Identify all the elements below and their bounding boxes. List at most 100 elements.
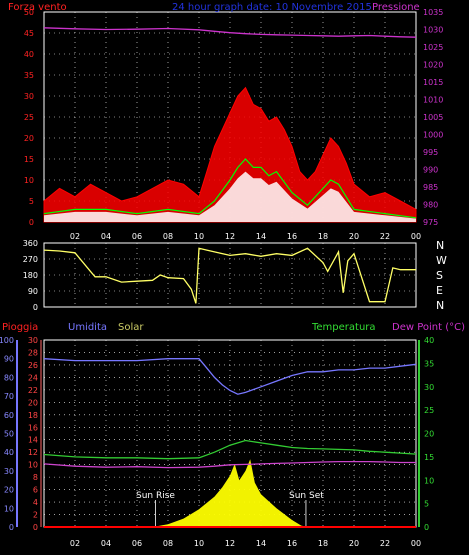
wind-dir-n-bottom: N: [436, 299, 445, 312]
wind-pressure-panel: 0510152025303540455097598098599099510001…: [24, 8, 444, 241]
sunset-annotation: Sun Set: [289, 491, 324, 501]
humidity-y-tick-label: 10: [4, 504, 14, 513]
rain-y-tick-label: 6: [33, 486, 38, 495]
pressure-y-tick-label: 1035: [423, 8, 443, 17]
temperature-x-tick-label: 00: [411, 539, 421, 548]
temperature-x-tick-label: 04: [101, 539, 111, 548]
wind-x-tick-label: 06: [132, 232, 142, 241]
temperature-y-tick-label: 30: [424, 383, 434, 392]
pressure-y-tick-label: 1000: [423, 131, 443, 140]
temperature-y-tick-label: 0: [424, 523, 429, 532]
humidity-y-tick-label: 0: [9, 523, 14, 532]
temperature-y-tick-label: 20: [424, 430, 434, 439]
direction-y-tick-label: 270: [23, 255, 38, 264]
wind-y-tick-label: 20: [24, 134, 34, 143]
rain-y-tick-label: 8: [33, 473, 38, 482]
rain-y-tick-label: 14: [28, 436, 38, 445]
wind-base-area: [44, 171, 416, 222]
temperature-y-tick-label: 10: [424, 476, 434, 485]
temperature-x-tick-label: 02: [70, 539, 80, 548]
wind-x-tick-label: 00: [411, 232, 421, 241]
temperature-x-tick-label: 20: [349, 539, 359, 548]
temperature-y-tick-label: 25: [424, 406, 434, 415]
wind-x-tick-label: 08: [163, 232, 173, 241]
wind-x-tick-label: 16: [287, 232, 297, 241]
wind-y-tick-label: 10: [24, 176, 34, 185]
temperature-y-tick-label: 35: [424, 359, 434, 368]
wind-direction-trace: [43, 247, 416, 304]
direction-y-tick-label: 90: [28, 287, 38, 296]
humidity-y-tick-label: 40: [4, 448, 14, 457]
temperature-x-tick-label: 10: [194, 539, 204, 548]
humidity-y-tick-label: 20: [4, 486, 14, 495]
humidity-line: [43, 358, 417, 395]
pressure-y-tick-label: 1015: [423, 78, 443, 87]
direction-y-tick-label: 360: [23, 239, 38, 248]
wind-y-tick-label: 15: [24, 155, 34, 164]
pressure-y-tick-label: 1025: [423, 43, 443, 52]
temperature-x-tick-label: 16: [287, 539, 297, 548]
wind-x-tick-label: 14: [256, 232, 266, 241]
rain-y-tick-label: 0: [33, 523, 38, 532]
humidity-y-tick-label: 30: [4, 467, 14, 476]
humidity-y-tick-label: 80: [4, 373, 14, 382]
temperature-y-tick-label: 15: [424, 453, 434, 462]
rain-y-tick-label: 2: [33, 511, 38, 520]
rain-y-tick-label: 4: [33, 498, 38, 507]
wind-dir-w: W: [436, 254, 447, 267]
pressure-y-tick-label: 990: [423, 166, 438, 175]
humidity-label: Umidita: [68, 322, 108, 333]
wind-dir-n-top: N: [436, 239, 445, 252]
sunrise-annotation: Sun Rise: [136, 491, 175, 501]
rain-y-tick-label: 12: [28, 448, 38, 457]
wind-x-tick-label: 22: [380, 232, 390, 241]
pressure-y-tick-label: 1030: [423, 26, 443, 35]
temperature-x-tick-label: 06: [132, 539, 142, 548]
humidity-y-tick-label: 70: [4, 392, 14, 401]
humidity-y-tick-label: 90: [4, 355, 14, 364]
wind-x-tick-label: 12: [225, 232, 235, 241]
pressure-y-tick-label: 995: [423, 148, 438, 157]
humidity-y-tick-label: 100: [0, 336, 14, 345]
pressure-y-tick-label: 975: [423, 218, 438, 227]
wind-y-tick-label: 35: [24, 71, 34, 80]
wind-x-tick-label: 18: [318, 232, 328, 241]
rain-label: Pioggia: [2, 322, 39, 333]
humidity-y-tick-label: 50: [4, 430, 14, 439]
pressure-y-tick-label: 1020: [423, 61, 443, 70]
wind-y-tick-label: 5: [29, 197, 34, 206]
temperature-line: [43, 439, 417, 460]
rain-y-tick-label: 10: [28, 461, 38, 470]
wind-y-tick-label: 30: [24, 92, 34, 101]
solar-label: Solar: [118, 322, 144, 333]
wind-y-tick-label: 40: [24, 50, 34, 59]
wind-dir-s: S: [436, 269, 443, 282]
wind-x-tick-label: 04: [101, 232, 111, 241]
wind-y-tick-label: 45: [24, 29, 34, 38]
temperature-x-tick-label: 22: [380, 539, 390, 548]
temperature-x-tick-label: 12: [225, 539, 235, 548]
wind-direction-panel: 0 90 180 270 360: [23, 239, 417, 312]
wind-average-line: [43, 158, 417, 219]
wind-y-tick-label: 50: [24, 8, 34, 17]
solar-area: [44, 459, 416, 527]
wind-y-tick-label: 0: [29, 218, 34, 227]
wind-x-tick-label: 02: [70, 232, 80, 241]
rain-y-tick-label: 24: [28, 373, 38, 382]
rain-y-tick-label: 26: [28, 361, 38, 370]
temperature-x-tick-label: 08: [163, 539, 173, 548]
temperature-x-tick-label: 14: [256, 539, 266, 548]
wind-dir-e: E: [436, 284, 443, 297]
temperature-y-tick-label: 5: [424, 500, 429, 509]
temperature-x-tick-label: 18: [318, 539, 328, 548]
pressure-line: [43, 27, 417, 38]
rain-y-tick-label: 22: [28, 386, 38, 395]
wind-x-tick-label: 20: [349, 232, 359, 241]
chart-title: 24 hour graph date: 10 Novembre 2015: [172, 2, 372, 13]
temperature-y-tick-label: 40: [424, 336, 434, 345]
temperature-label: Temperatura: [312, 322, 376, 333]
rain-y-tick-label: 28: [28, 348, 38, 357]
direction-y-tick-label: 0: [33, 303, 38, 312]
rain-y-tick-label: 18: [28, 411, 38, 420]
